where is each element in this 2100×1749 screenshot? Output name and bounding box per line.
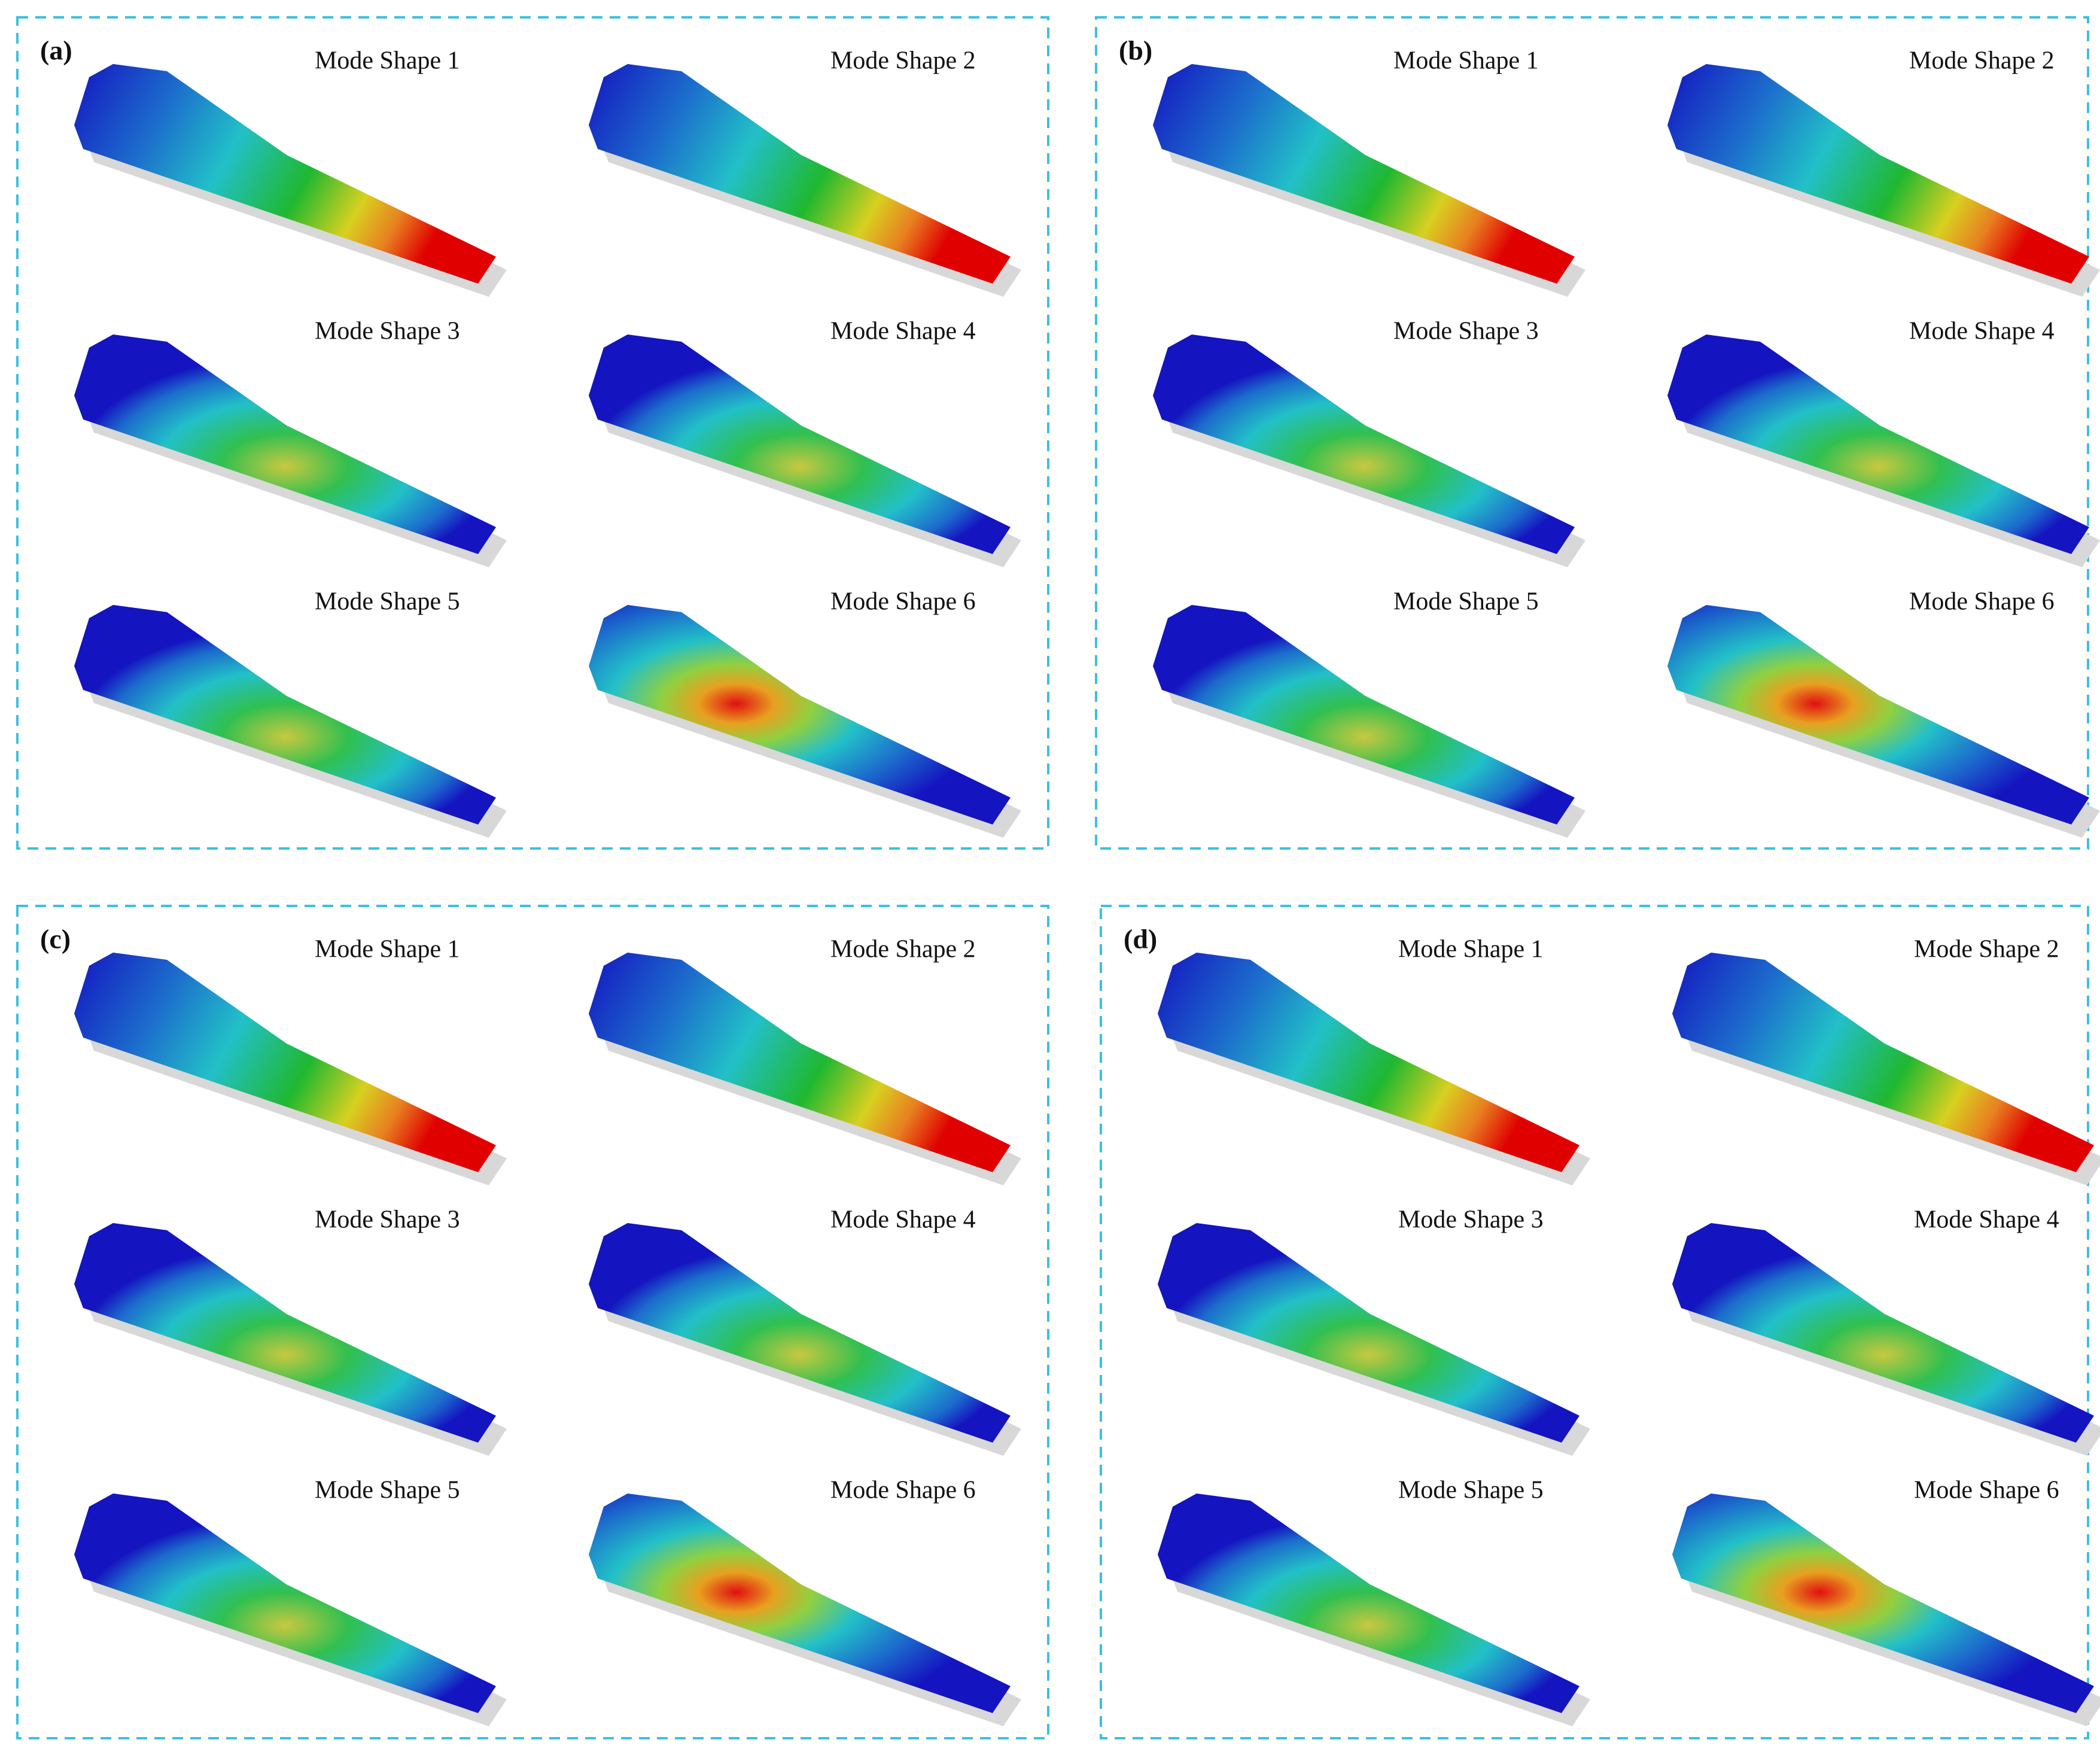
blade xyxy=(1158,1494,1579,1713)
panel-frame xyxy=(16,905,1049,1739)
blade xyxy=(1672,1494,2094,1713)
blade xyxy=(1667,334,2089,554)
panel-frame xyxy=(16,16,1049,850)
mode-title: Mode Shape 3 xyxy=(1393,318,1539,345)
panel-label: (c) xyxy=(40,924,71,954)
blade xyxy=(74,64,496,284)
mode-title: Mode Shape 1 xyxy=(1398,936,1544,963)
mode-title: Mode Shape 1 xyxy=(1393,47,1539,75)
blade xyxy=(589,953,1011,1172)
mode-title: Mode Shape 1 xyxy=(315,47,460,75)
blade xyxy=(589,64,1011,284)
blade xyxy=(1153,605,1575,825)
mode-title: Mode Shape 5 xyxy=(315,588,460,616)
blade xyxy=(74,1223,496,1443)
mode-title: Mode Shape 1 xyxy=(315,936,460,963)
blade xyxy=(1158,1223,1579,1443)
blade xyxy=(1158,953,1579,1172)
mode-title: Mode Shape 4 xyxy=(1914,1206,2059,1234)
panel-label: (b) xyxy=(1119,35,1152,66)
panel-frame xyxy=(1100,905,2089,1739)
panel-frame xyxy=(1095,16,2089,850)
panel-label: (d) xyxy=(1124,924,1157,954)
blade xyxy=(74,1494,496,1713)
mode-title: Mode Shape 3 xyxy=(315,1206,460,1234)
mode-title: Mode Shape 6 xyxy=(1909,588,2055,616)
blade xyxy=(74,605,496,825)
mode-title: Mode Shape 2 xyxy=(1909,47,2055,75)
blade xyxy=(589,605,1011,825)
blade xyxy=(1153,64,1575,284)
mode-title: Mode Shape 6 xyxy=(830,588,976,616)
mode-title: Mode Shape 4 xyxy=(1909,318,2055,345)
mode-title: Mode Shape 4 xyxy=(830,318,976,345)
mode-title: Mode Shape 5 xyxy=(1393,588,1539,616)
blade xyxy=(589,1223,1011,1443)
mode-title: Mode Shape 2 xyxy=(830,47,976,75)
blade xyxy=(589,1494,1011,1713)
blade xyxy=(1672,1223,2094,1443)
blade xyxy=(589,334,1011,554)
panel-label: (a) xyxy=(40,35,72,66)
mode-title: Mode Shape 2 xyxy=(1914,936,2059,963)
mode-title: Mode Shape 6 xyxy=(1914,1477,2059,1504)
mode-title: Mode Shape 2 xyxy=(830,936,976,963)
mode-title: Mode Shape 3 xyxy=(315,318,460,345)
mode-title: Mode Shape 5 xyxy=(1398,1477,1544,1504)
mode-title: Mode Shape 5 xyxy=(315,1477,460,1504)
mode-title: Mode Shape 3 xyxy=(1398,1206,1544,1234)
blade xyxy=(1667,64,2089,284)
blade xyxy=(74,334,496,554)
blade xyxy=(74,953,496,1172)
mode-title: Mode Shape 6 xyxy=(830,1477,976,1504)
blade xyxy=(1667,605,2089,825)
mode-title: Mode Shape 4 xyxy=(830,1206,976,1234)
blade xyxy=(1672,953,2094,1172)
blade xyxy=(1153,334,1575,554)
